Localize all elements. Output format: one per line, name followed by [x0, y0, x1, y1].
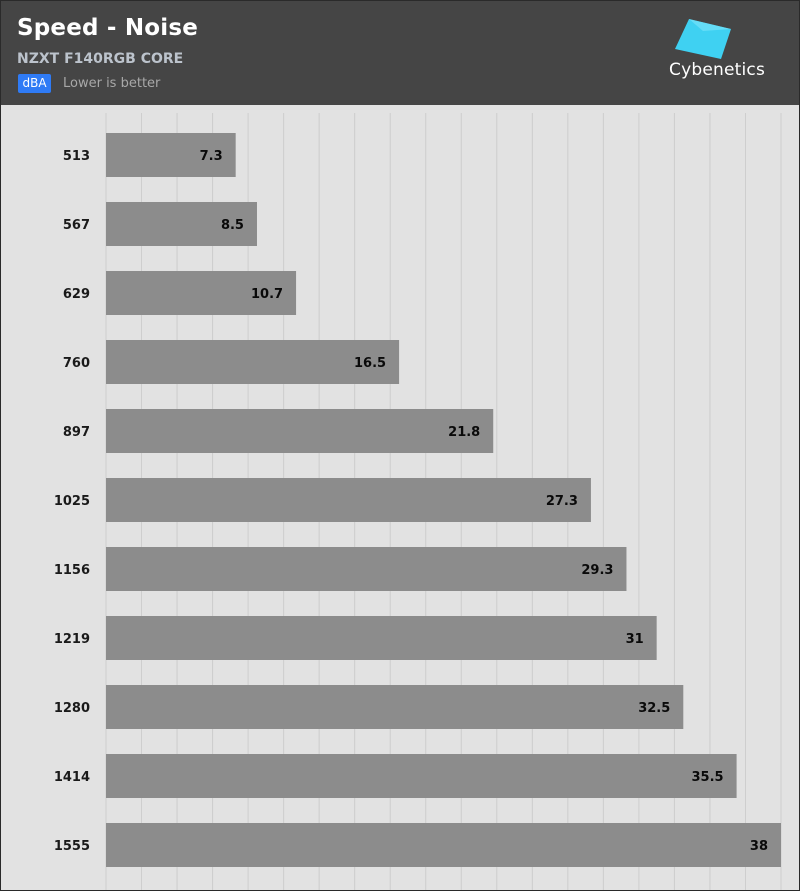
bar	[106, 685, 684, 729]
bar-value-label: 21.8	[448, 425, 480, 440]
bar	[106, 202, 257, 246]
bar	[106, 823, 781, 867]
bar-value-label: 29.3	[581, 563, 613, 578]
category-tick-label: 760	[63, 356, 90, 371]
bar	[106, 478, 591, 522]
category-tick-label: 567	[63, 218, 90, 233]
chart-title: Speed - Noise	[17, 15, 199, 41]
bar	[106, 340, 400, 384]
bar-value-label: 8.5	[221, 218, 244, 233]
bar-value-label: 38	[750, 839, 768, 854]
bar-value-label: 32.5	[638, 701, 670, 716]
category-tick-label: 629	[63, 287, 90, 302]
category-tick-label: 1280	[54, 701, 90, 716]
chart-header: Speed - Noise NZXT F140RGB CORE dBA Lowe…	[1, 1, 799, 105]
bar	[106, 271, 297, 315]
category-tick-label: 1555	[54, 839, 90, 854]
bar-value-label: 7.3	[200, 149, 223, 164]
logo-text: Cybenetics	[669, 60, 766, 80]
bar-value-label: 10.7	[251, 287, 283, 302]
bar-value-label: 16.5	[354, 356, 386, 371]
category-tick-label: 897	[63, 425, 90, 440]
category-tick-label: 1025	[54, 494, 90, 509]
chart-subtitle: NZXT F140RGB CORE	[17, 51, 184, 67]
unit-badge: dBA	[18, 74, 51, 93]
bar-value-label: 35.5	[692, 770, 724, 785]
cybenetics-logo-icon	[675, 19, 731, 59]
bar-chart: 513 7.3 567 8.5 629 10.7 760 16.5 897 21.8 1025 27.…	[54, 113, 782, 890]
bar-value-label: 27.3	[546, 494, 578, 509]
bar-value-label: 31	[626, 632, 644, 647]
category-tick-label: 1219	[54, 632, 90, 647]
bar	[106, 754, 737, 798]
bar	[106, 616, 657, 660]
chart-note: Lower is better	[63, 76, 161, 91]
bar	[106, 133, 236, 177]
category-tick-label: 1414	[54, 770, 90, 785]
bar	[106, 409, 494, 453]
category-tick-label: 513	[63, 149, 90, 164]
bar	[106, 547, 627, 591]
category-tick-label: 1156	[54, 563, 90, 578]
